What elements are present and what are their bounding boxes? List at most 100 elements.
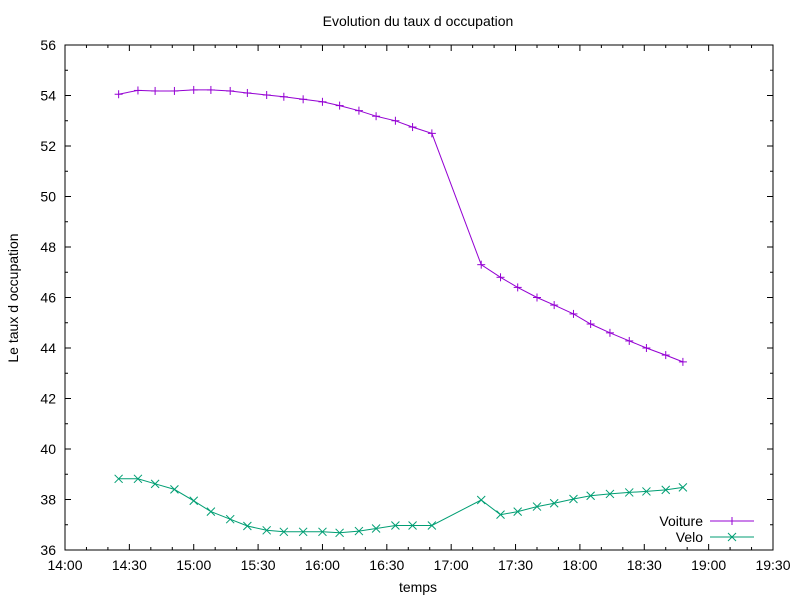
data-point-velo-d2: [513, 507, 523, 516]
axes: 36 38 40 42 44 46 48 50 52 54 56 14:00 14:30 15:00 15:…: [40, 37, 790, 573]
data-point-voiture: [391, 116, 400, 125]
data-point-velo: [605, 489, 615, 499]
data-point-velo: [206, 507, 216, 516]
data-point-voiture: [206, 85, 215, 94]
data-point-velo: [335, 528, 344, 538]
series-voiture: [114, 85, 687, 366]
series-line-velo: [118, 478, 683, 534]
legend-marker-velo-d2: [727, 532, 737, 542]
data-point-velo-d2: [408, 521, 417, 530]
data-point-velo-d2: [532, 502, 542, 511]
data-point-voiture: [625, 336, 634, 345]
data-point-voiture: [243, 88, 252, 97]
data-point-velo: [549, 498, 559, 508]
data-point-velo-d2: [661, 485, 671, 495]
data-point-velo-d2: [133, 474, 143, 484]
data-point-velo: [496, 510, 505, 520]
data-point-voiture: [678, 357, 687, 366]
y-tick-label: 44: [40, 340, 56, 356]
data-point-velo-d2: [427, 521, 437, 530]
data-point-voiture: [477, 260, 486, 269]
data-point-velo-d2: [225, 514, 235, 524]
data-point-velo-d2: [170, 485, 179, 494]
data-point-voiture: [262, 90, 271, 99]
data-point-velo: [318, 527, 327, 537]
data-point-velo-d2: [114, 474, 123, 484]
y-tick-label: 42: [40, 391, 56, 407]
data-point-voiture: [133, 86, 142, 95]
data-point-velo-d2: [569, 494, 578, 504]
data-point-voiture: [372, 112, 381, 121]
data-point-velo: [298, 527, 308, 537]
y-tick-label: 46: [40, 290, 56, 306]
legend-label-voiture: Voiture: [659, 513, 703, 529]
data-point-velo-d2: [496, 510, 505, 520]
data-point-velo-d2: [642, 487, 651, 496]
x-tick-label: 19:30: [755, 557, 790, 573]
data-point-voiture: [151, 86, 160, 95]
x-tick-label: 19:00: [691, 557, 726, 573]
y-tick-label: 56: [40, 37, 56, 53]
data-point-voiture: [513, 283, 522, 292]
data-point-velo: [279, 527, 289, 537]
y-tick-label: 50: [40, 189, 56, 205]
data-point-voiture: [586, 320, 595, 329]
data-point-velo: [170, 485, 179, 494]
data-point-voiture: [569, 309, 578, 318]
data-point-velo-d2: [678, 483, 688, 492]
chart-title: Evolution du taux d occupation: [323, 13, 514, 29]
data-point-velo-d2: [605, 489, 615, 499]
x-tick-label: 16:00: [305, 557, 340, 573]
data-point-velo: [243, 521, 252, 531]
data-point-velo: [532, 502, 542, 511]
legend-marker-velo: [727, 532, 737, 542]
data-point-voiture: [605, 328, 614, 337]
x-tick-label: 17:00: [434, 557, 469, 573]
data-point-velo-d2: [391, 521, 400, 530]
x-tick-label: 14:00: [47, 557, 82, 573]
series-layer: [114, 85, 688, 538]
data-point-velo: [678, 483, 688, 492]
data-point-velo: [391, 521, 400, 530]
data-point-velo-d2: [279, 527, 289, 537]
data-point-voiture: [170, 86, 179, 95]
data-point-velo-d2: [624, 488, 634, 497]
data-point-velo: [642, 487, 651, 496]
data-point-voiture: [642, 344, 651, 352]
data-point-velo: [371, 524, 381, 533]
data-point-voiture: [189, 85, 198, 94]
data-point-voiture: [533, 293, 541, 302]
x-tick-label: 18:30: [627, 557, 662, 573]
data-point-voiture: [299, 95, 308, 104]
data-point-velo-d2: [549, 498, 559, 508]
y-axis-label: Le taux d occupation: [5, 233, 21, 362]
x-tick-label: 18:00: [562, 557, 597, 573]
x-tick-label: 16:30: [369, 557, 404, 573]
data-point-voiture: [226, 86, 235, 95]
data-point-voiture: [408, 123, 417, 132]
data-point-velo-d2: [189, 496, 199, 506]
data-point-voiture: [279, 92, 288, 101]
data-point-velo: [569, 494, 578, 504]
data-point-velo: [189, 496, 199, 506]
x-tick-label: 14:30: [112, 557, 147, 573]
series-velo: [114, 474, 688, 538]
data-point-velo: [513, 507, 523, 516]
data-point-voiture: [427, 129, 436, 138]
legend-marker-voiture: [728, 517, 736, 525]
data-point-velo-d2: [354, 526, 364, 536]
x-tick-label: 17:30: [498, 557, 533, 573]
data-point-velo: [133, 474, 143, 484]
y-tick-label: 52: [40, 138, 56, 154]
data-point-velo-d2: [206, 507, 216, 516]
data-point-voiture: [354, 106, 363, 115]
y-tick-label: 38: [40, 492, 56, 508]
data-point-velo-d2: [586, 491, 595, 501]
y-tick-label: 48: [40, 239, 56, 255]
data-point-velo: [427, 521, 437, 530]
data-point-velo-d2: [243, 521, 252, 531]
data-point-velo: [476, 495, 486, 505]
data-point-voiture: [114, 90, 123, 99]
